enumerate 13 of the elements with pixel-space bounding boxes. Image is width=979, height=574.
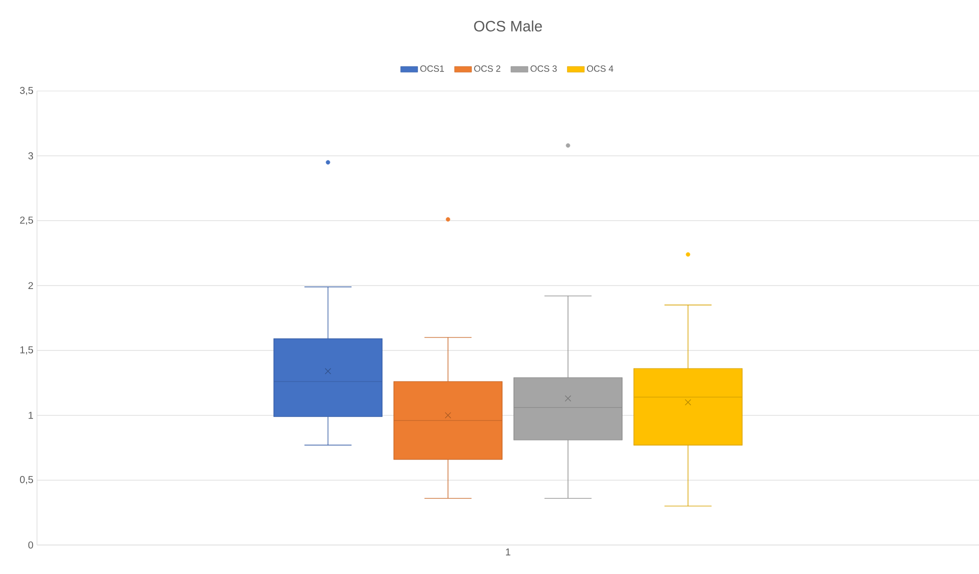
y-tick-label: 1,5 — [20, 346, 34, 355]
y-tick-label: 0 — [28, 541, 34, 549]
legend-label: OCS1 — [420, 65, 444, 72]
y-tick-label: 2 — [28, 282, 33, 290]
y-tick-label: 1 — [28, 412, 33, 419]
chart-title: OCS Male — [474, 20, 542, 32]
y-tick-label: 2,5 — [20, 216, 34, 225]
legend-label: OCS 2 — [474, 65, 500, 72]
y-tick-label: 3 — [28, 152, 34, 160]
y-tick-label: 0,5 — [20, 476, 34, 484]
legend-label: OCS 3 — [530, 65, 557, 72]
y-tick-label: 3,5 — [20, 86, 34, 96]
legend-label: OCS 4 — [586, 65, 614, 72]
